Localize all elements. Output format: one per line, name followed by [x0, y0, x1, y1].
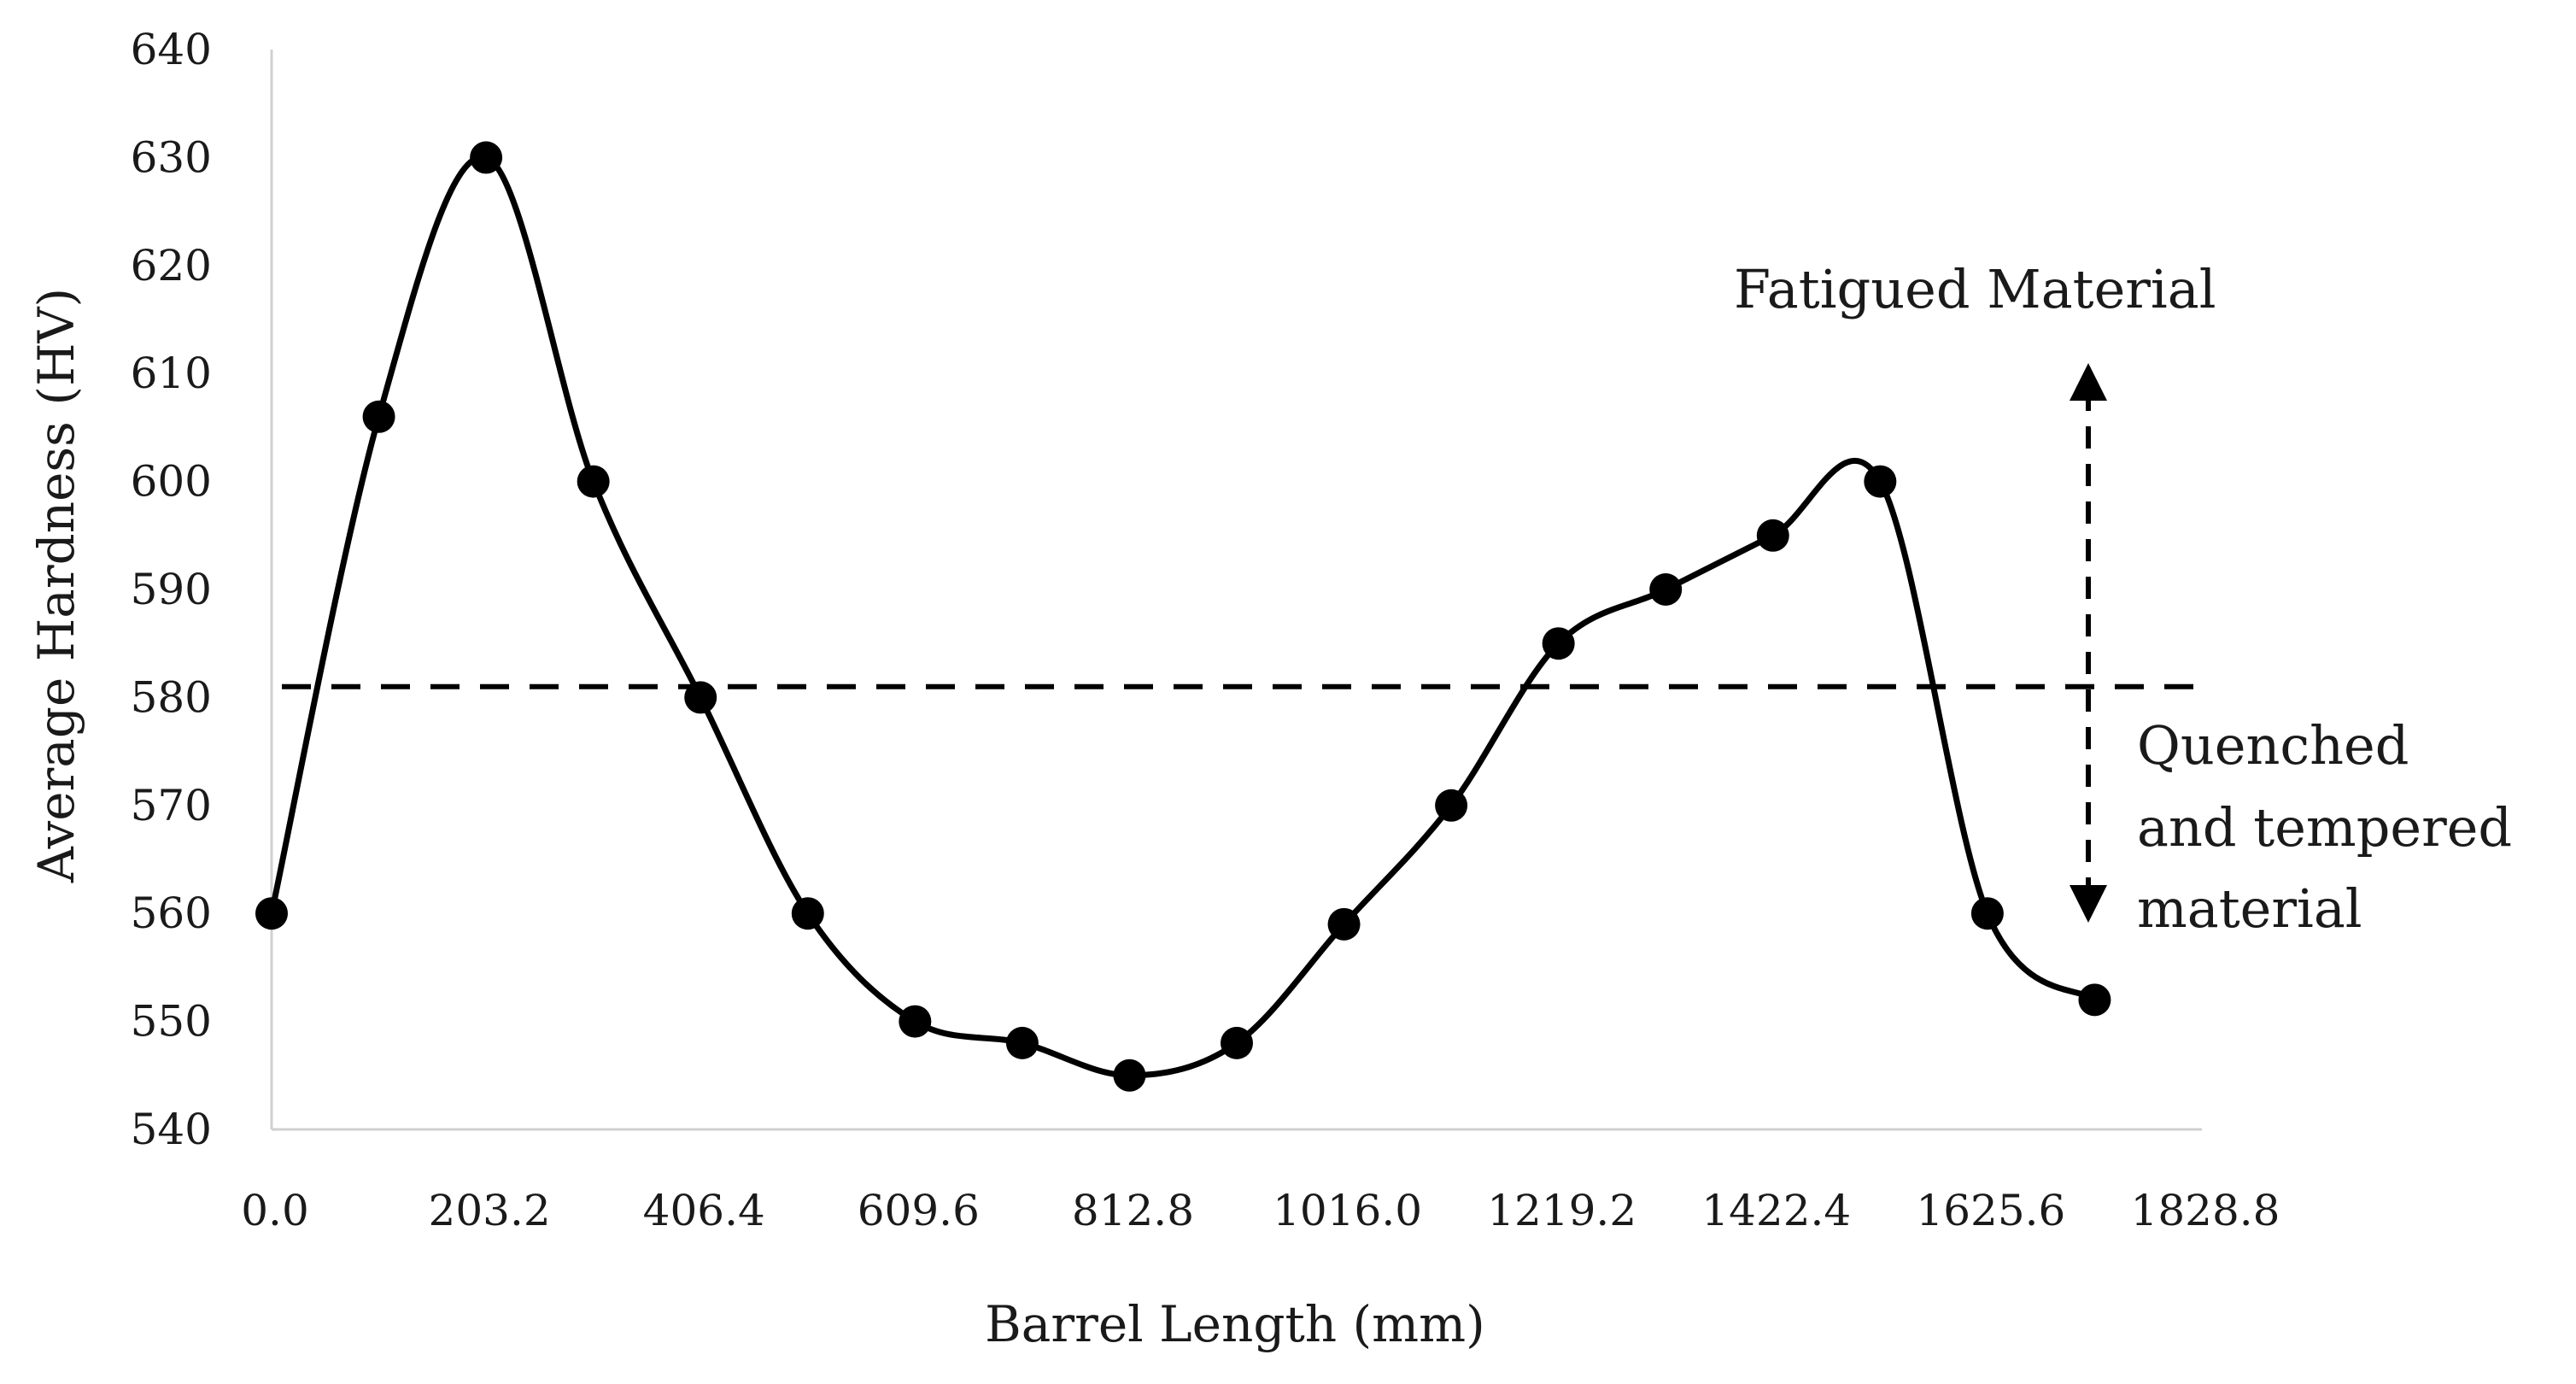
y-tick-label: 570: [131, 781, 212, 830]
x-tick-label: 406.4: [643, 1186, 765, 1235]
x-tick-label: 1625.6: [1916, 1186, 2065, 1235]
x-tick-label: 1219.2: [1487, 1186, 1636, 1235]
x-tick-label: 812.8: [1072, 1186, 1194, 1235]
tick-labels: 540 550 560 570 580 590 600 610 620 630 640 0.0 203.…: [131, 25, 2280, 1235]
y-tick-label: 610: [131, 349, 212, 398]
data-point-marker: [1970, 897, 2004, 930]
y-tick-label: 590: [131, 565, 212, 614]
x-tick-label: 1828.8: [2131, 1186, 2280, 1235]
y-axis-title: Average Hardness (HV): [27, 288, 85, 883]
data-point-marker: [577, 465, 610, 498]
data-point-marker: [470, 141, 503, 174]
data-point-marker: [1327, 907, 1361, 941]
series-layer: [255, 141, 2111, 1092]
y-tick-label: 620: [131, 241, 212, 290]
quenched-label-line-3: material: [2137, 877, 2362, 940]
y-tick-label: 540: [131, 1105, 212, 1154]
data-point-marker: [1435, 789, 1468, 822]
data-point-marker: [362, 400, 395, 433]
data-point-marker: [1864, 465, 1897, 498]
y-tick-label: 550: [131, 997, 212, 1047]
x-tick-label: 609.6: [858, 1186, 980, 1235]
y-tick-label: 580: [131, 672, 212, 722]
data-point-marker: [2078, 983, 2111, 1017]
data-point-marker: [1542, 627, 1575, 660]
data-point-marker: [1756, 519, 1789, 552]
x-axis-title: Barrel Length (mm): [985, 1295, 1485, 1353]
y-tick-label: 600: [131, 457, 212, 507]
data-point-marker: [1221, 1026, 1253, 1059]
data-point-marker: [791, 897, 824, 930]
x-tick-label: 1422.4: [1701, 1186, 1851, 1235]
data-point-marker: [1113, 1059, 1146, 1092]
data-point-marker: [255, 897, 288, 930]
annotation-layer: Fatigued Material Quenched and tempered …: [1734, 258, 2512, 940]
arrow-head-up: [2070, 363, 2107, 401]
data-point-marker: [1005, 1026, 1039, 1059]
quenched-label-line-2: and tempered: [2137, 796, 2512, 859]
quenched-label-line-1: Quenched: [2137, 714, 2409, 777]
data-point-marker: [684, 681, 717, 714]
axes: [270, 50, 2202, 1131]
data-point-marker: [1649, 573, 1683, 606]
x-tick-label: 203.2: [429, 1186, 551, 1235]
y-tick-label: 630: [131, 132, 212, 182]
arrow-head-down: [2070, 885, 2107, 923]
y-tick-label: 640: [131, 25, 212, 74]
fatigued-material-label: Fatigued Material: [1734, 258, 2216, 320]
data-point-marker: [899, 1005, 932, 1038]
x-tick-label: 1016.0: [1273, 1186, 1422, 1235]
y-tick-label: 560: [131, 888, 212, 938]
reference-line-layer: [282, 363, 2197, 923]
x-tick-label: 0.0: [241, 1186, 309, 1235]
